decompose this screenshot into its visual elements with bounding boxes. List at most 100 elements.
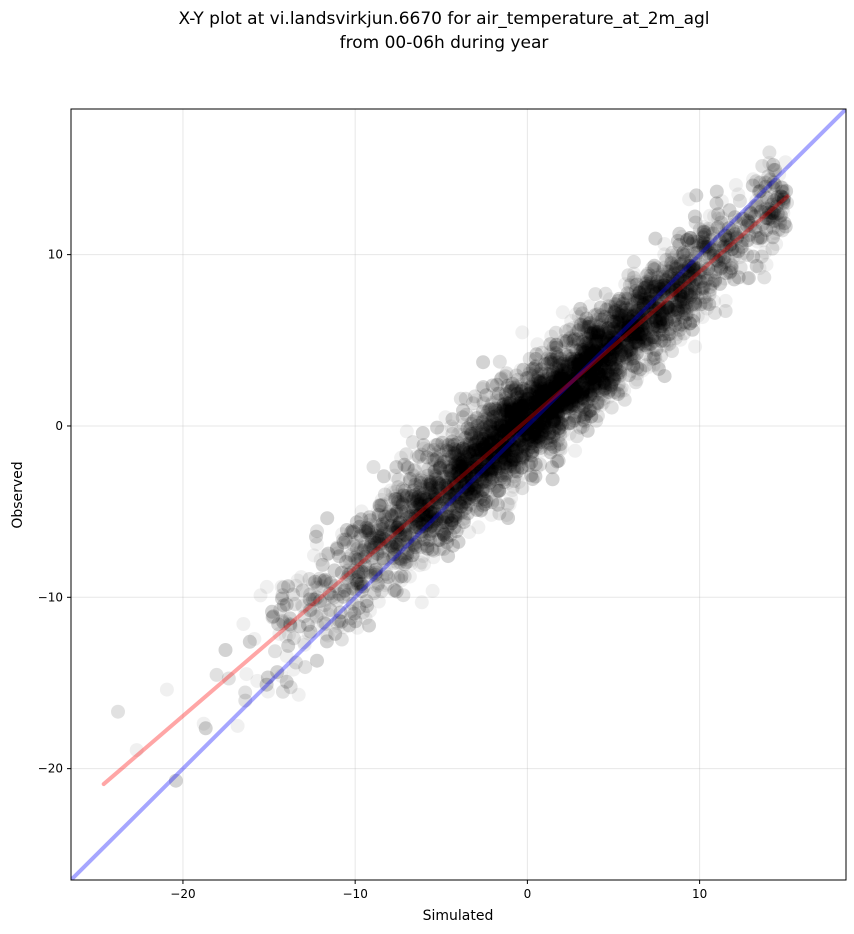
scatter-point: [505, 438, 520, 453]
scatter-point: [405, 467, 420, 482]
scatter-point: [659, 317, 673, 332]
scatter-point: [547, 379, 562, 394]
scatter-point: [502, 401, 517, 416]
scatter-point: [612, 360, 627, 375]
scatter-point: [556, 387, 571, 402]
scatter-point: [521, 428, 535, 442]
scatter-point: [533, 383, 548, 398]
scatter-point: [520, 412, 535, 427]
scatter-point: [428, 501, 442, 516]
scatter-point: [580, 331, 594, 346]
scatter-point: [489, 449, 504, 464]
scatter-point: [349, 552, 364, 567]
scatter-point: [483, 446, 498, 461]
scatter-point: [549, 438, 564, 453]
chart-title-line-2: from 00-06h during year: [340, 33, 549, 53]
scatter-point: [665, 283, 680, 298]
scatter-point: [508, 418, 523, 432]
scatter-point: [528, 360, 543, 375]
scatter-point: [492, 459, 507, 474]
scatter-point: [427, 505, 442, 520]
scatter-point: [598, 383, 613, 398]
scatter-point: [580, 358, 595, 373]
scatter-point: [592, 347, 607, 362]
scatter-point: [479, 447, 493, 462]
scatter-point: [706, 240, 721, 254]
scatter-point: [657, 237, 672, 251]
scatter-point: [526, 411, 541, 426]
scatter-point: [601, 321, 616, 336]
scatter-point: [697, 225, 712, 240]
scatter-point: [616, 315, 631, 330]
scatter-point: [572, 351, 587, 366]
scatter-point: [652, 315, 667, 329]
scatter-point: [507, 402, 522, 417]
scatter-point: [548, 403, 563, 418]
scatter-point: [645, 294, 660, 309]
scatter-point: [607, 326, 622, 341]
scatter-point: [480, 454, 495, 469]
scatter-point: [470, 415, 485, 430]
scatter-point: [622, 336, 636, 351]
scatter-point: [419, 478, 434, 493]
scatter-point: [567, 390, 582, 405]
scatter-point: [586, 368, 601, 383]
scatter-point: [441, 459, 456, 474]
scatter-point: [491, 421, 506, 436]
scatter-point: [529, 406, 544, 421]
scatter-point: [504, 451, 519, 466]
scatter-point: [550, 361, 565, 376]
scatter-point: [581, 388, 595, 403]
scatter-point: [568, 375, 582, 390]
scatter-point: [624, 319, 639, 334]
scatter-point: [511, 413, 526, 428]
scatter-point: [463, 487, 478, 502]
scatter-point: [762, 211, 777, 226]
scatter-point: [724, 257, 738, 272]
scatter-point: [500, 448, 515, 463]
scatter-point: [718, 235, 733, 250]
scatter-point: [573, 387, 588, 402]
scatter-point: [350, 620, 365, 635]
scatter-point: [462, 525, 477, 539]
scatter-point: [569, 362, 584, 377]
scatter-point: [388, 489, 403, 504]
scatter-point: [654, 291, 669, 306]
scatter-point: [701, 248, 716, 263]
scatter-point: [511, 418, 526, 433]
scatter-point: [523, 418, 538, 433]
scatter-point: [596, 333, 611, 347]
scatter-point: [548, 377, 563, 392]
scatter-point: [614, 335, 629, 350]
scatter-point: [561, 336, 576, 351]
scatter-point: [540, 437, 555, 451]
scatter-point: [569, 307, 584, 322]
scatter-point: [581, 358, 596, 373]
scatter-point: [453, 496, 468, 511]
scatter-point: [497, 409, 512, 423]
scatter-point: [621, 319, 636, 334]
scatter-point: [581, 337, 596, 352]
scatter-point: [489, 428, 504, 442]
scatter-point: [610, 323, 625, 338]
scatter-point: [566, 366, 581, 381]
scatter-point: [580, 383, 595, 398]
scatter-point: [535, 429, 549, 444]
scatter-point: [513, 404, 528, 419]
scatter-point: [593, 349, 608, 364]
scatter-point: [628, 316, 643, 331]
scatter-point: [653, 315, 668, 330]
scatter-point: [749, 193, 764, 208]
scatter-point: [543, 383, 558, 398]
scatter-point: [625, 298, 640, 312]
scatter-point: [638, 325, 653, 340]
scatter-point: [576, 319, 591, 334]
scatter-point: [622, 287, 636, 302]
scatter-point: [646, 358, 661, 373]
scatter-point: [426, 460, 441, 475]
scatter-point: [648, 311, 663, 326]
scatter-point: [635, 331, 650, 345]
scatter-point: [552, 370, 567, 385]
scatter-point: [371, 594, 386, 609]
scatter-point: [647, 299, 661, 314]
